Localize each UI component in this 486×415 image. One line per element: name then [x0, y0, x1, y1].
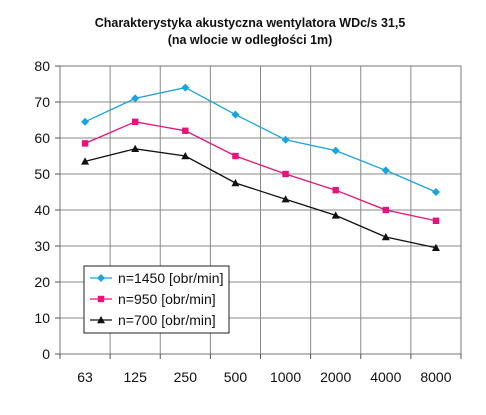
data-point [331, 211, 340, 219]
series-group [81, 83, 440, 251]
data-point [97, 274, 105, 282]
data-point [431, 188, 440, 196]
series-1 [81, 83, 440, 196]
data-point [81, 117, 90, 126]
y-tick-label: 0 [42, 346, 50, 362]
chart-subtitle: (na wlocie w odległości 1m) [168, 33, 333, 47]
x-tick-label: 250 [174, 369, 198, 385]
y-tick-label: 80 [34, 58, 50, 74]
data-point [382, 206, 390, 214]
x-tick-label: 63 [77, 369, 93, 385]
x-tick-label: 500 [224, 369, 248, 385]
y-axis: 0 10 20 30 40 50 60 70 80 [34, 58, 60, 362]
data-point [131, 94, 140, 103]
data-point [81, 140, 89, 147]
legend-label: n=700 [obr/min] [118, 312, 216, 328]
data-point [131, 118, 139, 125]
data-point [97, 316, 105, 324]
x-axis: 63 125 250 500 1000 2000 4000 8000 [59, 354, 462, 385]
series-2 [81, 118, 440, 224]
chart-title: Charakterystyka akustyczna wentylatora W… [95, 16, 406, 30]
legend-label: n=1450 [obr/min] [118, 270, 223, 286]
data-point [281, 195, 290, 203]
legend-label: n=950 [obr/min] [118, 291, 216, 307]
data-point [181, 152, 190, 160]
y-tick-label: 70 [34, 94, 50, 110]
data-point [232, 152, 239, 160]
x-tick-label: 2000 [320, 369, 351, 385]
y-tick-label: 40 [34, 202, 50, 218]
data-point [432, 217, 440, 224]
legend-item: n=950 [obr/min] [90, 291, 216, 307]
y-tick-label: 50 [34, 166, 50, 182]
y-tick-label: 20 [34, 274, 50, 290]
data-point [281, 135, 290, 144]
y-tick-label: 60 [34, 130, 50, 146]
data-point [331, 146, 340, 155]
gridlines [60, 66, 461, 354]
data-point [231, 110, 240, 119]
y-tick-label: 10 [34, 310, 50, 326]
data-point [282, 170, 289, 178]
data-point [381, 166, 390, 175]
series-line [84, 148, 437, 249]
data-point [97, 295, 105, 303]
data-point [81, 157, 90, 165]
data-point [231, 179, 240, 187]
legend-item: n=700 [obr/min] [90, 312, 216, 328]
data-point [431, 243, 440, 251]
legend-item: n=1450 [obr/min] [90, 270, 223, 286]
data-point [181, 83, 190, 92]
series-line [84, 86, 437, 193]
series-3 [81, 144, 440, 251]
data-point [332, 187, 339, 194]
x-tick-label: 125 [124, 369, 148, 385]
y-tick-label: 30 [34, 238, 50, 254]
data-point [381, 233, 390, 241]
x-tick-label: 4000 [370, 369, 401, 385]
legend: n=1450 [obr/min] n=950 [obr/min] n=700 [ob… [83, 265, 230, 334]
series-line [84, 121, 437, 222]
x-tick-label: 8000 [420, 369, 451, 385]
data-point [182, 127, 189, 134]
x-tick-label: 1000 [270, 369, 301, 385]
data-point [131, 144, 140, 152]
